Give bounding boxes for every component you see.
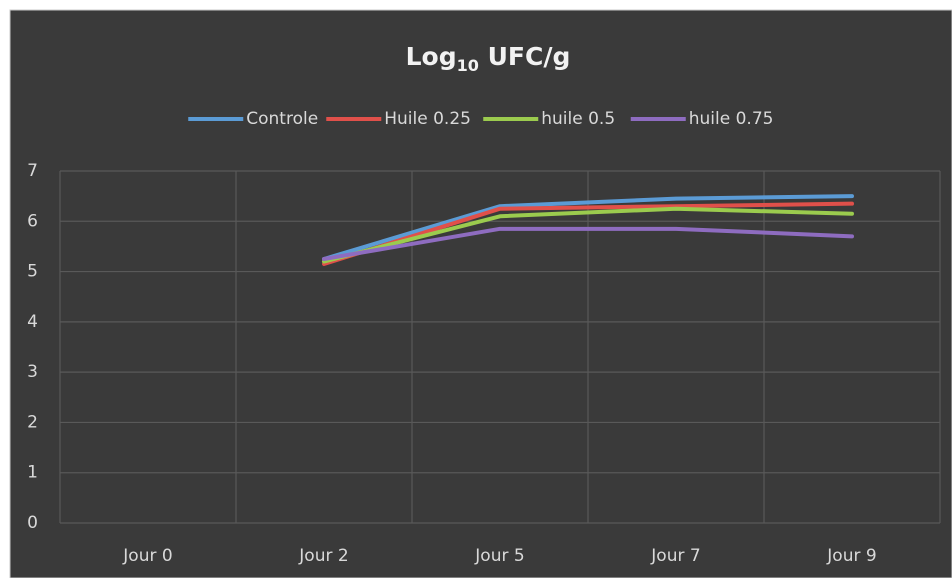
- series-line: [322, 206, 854, 264]
- y-tick-label: 7: [27, 161, 38, 181]
- y-tick-label: 4: [27, 312, 38, 332]
- legend-label: huile 0.5: [541, 109, 615, 129]
- y-tick-label: 1: [27, 463, 38, 483]
- x-tick-label: Jour 0: [122, 546, 172, 566]
- y-tick-label: 2: [27, 412, 38, 432]
- y-tick-label: 5: [27, 262, 38, 282]
- x-tick-label: Jour 2: [298, 546, 348, 566]
- x-tick-label: Jour 5: [474, 546, 524, 566]
- x-tick-label: Jour 9: [826, 546, 876, 566]
- y-tick-label: 6: [27, 211, 38, 231]
- y-tick-label: 3: [27, 362, 38, 382]
- legend-label: huile 0.75: [689, 109, 774, 129]
- series-line: [322, 226, 854, 261]
- legend-label: Huile 0.25: [384, 109, 471, 129]
- y-tick-label: 0: [27, 513, 38, 533]
- series-line: [322, 201, 854, 267]
- series-line: [322, 194, 854, 261]
- x-tick-label: Jour 7: [650, 546, 700, 566]
- legend-label: Controle: [246, 109, 318, 129]
- chart-background: [9, 9, 952, 578]
- chart-title: Log10 UFC/g: [406, 42, 571, 75]
